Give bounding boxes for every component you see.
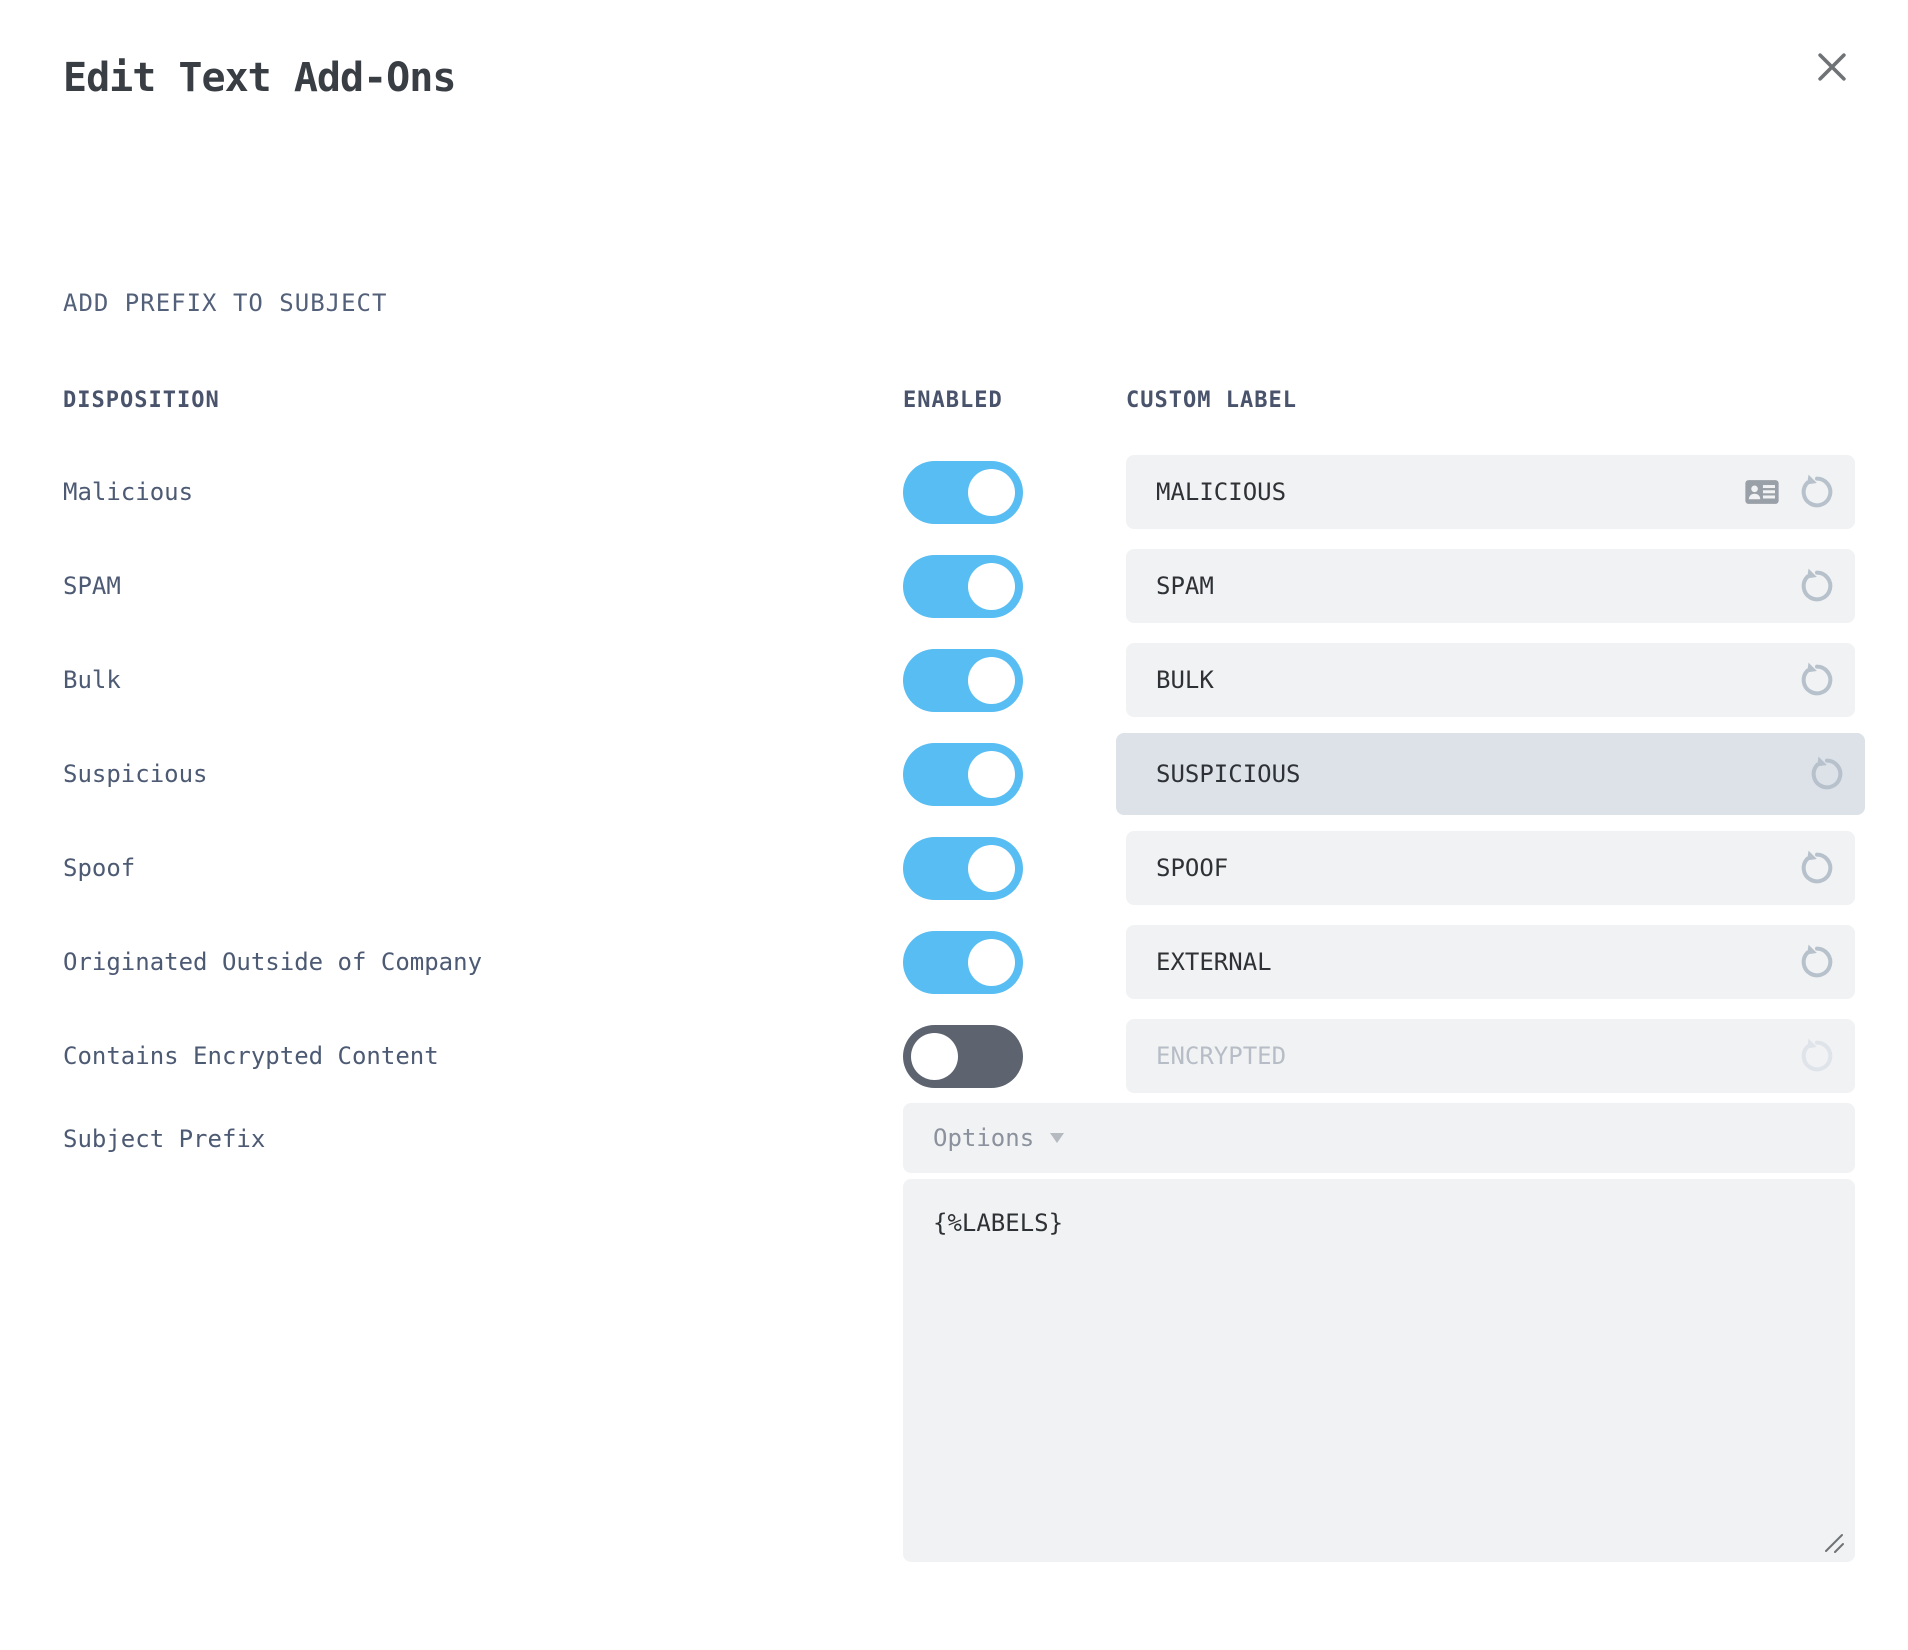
close-button[interactable] <box>1810 46 1854 90</box>
table-header: DISPOSITION ENABLED CUSTOM LABEL <box>63 388 1855 414</box>
subject-prefix-textarea-wrap: {%LABELS} <box>903 1179 1855 1562</box>
table-row: SPAM <box>63 539 1855 633</box>
subject-prefix-editor: Options {%LABELS} <box>903 1103 1855 1562</box>
disposition-label: SPAM <box>63 572 121 600</box>
subject-prefix-label: Subject Prefix <box>63 1125 266 1153</box>
custom-label-field <box>1126 925 1855 999</box>
toggle-knob <box>968 938 1015 986</box>
enabled-cell <box>903 836 1126 900</box>
field-icons <box>1797 925 1837 999</box>
undo-icon <box>1797 942 1837 982</box>
reset-button[interactable] <box>1797 566 1837 606</box>
column-header-custom-label: CUSTOM LABEL <box>1126 388 1297 413</box>
reset-button[interactable] <box>1797 942 1837 982</box>
field-icons <box>1797 549 1837 623</box>
table-row: Suspicious <box>63 727 1865 821</box>
disposition-label: Bulk <box>63 666 121 694</box>
contact-card-icon[interactable] <box>1743 473 1781 511</box>
undo-icon <box>1797 660 1837 700</box>
enabled-toggle[interactable] <box>903 648 1023 712</box>
custom-label-input[interactable] <box>1126 478 1855 506</box>
toggle-knob <box>968 468 1015 516</box>
enabled-toggle[interactable] <box>903 930 1023 994</box>
field-icons <box>1743 455 1837 529</box>
table-row: Contains Encrypted Content <box>63 1009 1855 1103</box>
enabled-cell <box>903 554 1126 618</box>
disposition-label: Malicious <box>63 478 194 506</box>
field-icons <box>1797 643 1837 717</box>
column-header-disposition: DISPOSITION <box>63 388 220 413</box>
section-label: ADD PREFIX TO SUBJECT <box>63 289 388 317</box>
enabled-toggle[interactable] <box>903 460 1023 524</box>
page-title: Edit Text Add-Ons <box>63 55 456 101</box>
custom-label-input[interactable] <box>1126 948 1855 976</box>
toggle-knob <box>911 1032 958 1080</box>
enabled-cell <box>903 1024 1126 1088</box>
toggle-knob <box>968 750 1015 798</box>
reset-button[interactable] <box>1797 848 1837 888</box>
options-dropdown[interactable]: Options <box>903 1103 1855 1173</box>
chevron-down-icon <box>1050 1133 1065 1143</box>
disposition-rows: Malicious <box>63 445 1865 1103</box>
disposition-label: Contains Encrypted Content <box>63 1042 439 1070</box>
undo-icon <box>1797 848 1837 888</box>
table-row: Spoof <box>63 821 1855 915</box>
table-row: Malicious <box>63 445 1855 539</box>
reset-button[interactable] <box>1797 660 1837 700</box>
enabled-toggle[interactable] <box>903 742 1023 806</box>
custom-label-field <box>1126 1019 1855 1093</box>
undo-icon <box>1797 1036 1837 1076</box>
reset-button[interactable] <box>1797 1036 1837 1076</box>
toggle-knob <box>968 844 1015 892</box>
enabled-cell <box>903 930 1126 994</box>
table-row: Originated Outside of Company <box>63 915 1855 1009</box>
disposition-label: Spoof <box>63 854 136 882</box>
custom-label-input[interactable] <box>1126 760 1865 788</box>
subject-prefix-row: Subject Prefix Options {%LABELS} <box>63 1103 1855 1562</box>
custom-label-input[interactable] <box>1126 572 1855 600</box>
column-header-enabled: ENABLED <box>903 388 1003 413</box>
undo-icon <box>1797 566 1837 606</box>
undo-icon <box>1797 472 1837 512</box>
custom-label-input[interactable] <box>1126 1042 1855 1070</box>
toggle-knob <box>968 656 1015 704</box>
table-row: Bulk <box>63 633 1855 727</box>
field-icons <box>1807 733 1847 815</box>
custom-label-field <box>1116 733 1865 815</box>
custom-label-field <box>1126 549 1855 623</box>
undo-icon <box>1807 754 1847 794</box>
toggle-knob <box>968 562 1015 610</box>
reset-button[interactable] <box>1797 472 1837 512</box>
options-dropdown-label: Options <box>933 1124 1035 1152</box>
field-icons <box>1797 1019 1837 1093</box>
custom-label-field <box>1126 831 1855 905</box>
custom-label-input[interactable] <box>1126 854 1855 882</box>
field-icons <box>1797 831 1837 905</box>
custom-label-field <box>1126 455 1855 529</box>
custom-label-input[interactable] <box>1126 666 1855 694</box>
enabled-toggle[interactable] <box>903 836 1023 900</box>
disposition-label: Originated Outside of Company <box>63 948 483 976</box>
enabled-cell <box>903 460 1126 524</box>
close-icon <box>1813 48 1851 89</box>
custom-label-field <box>1126 643 1855 717</box>
enabled-cell <box>903 742 1126 806</box>
subject-prefix-textarea[interactable]: {%LABELS} <box>903 1179 1855 1562</box>
enabled-toggle[interactable] <box>903 1024 1023 1088</box>
enabled-cell <box>903 648 1126 712</box>
resize-handle-icon[interactable] <box>1823 1532 1845 1554</box>
enabled-toggle[interactable] <box>903 554 1023 618</box>
reset-button[interactable] <box>1807 754 1847 794</box>
disposition-label: Suspicious <box>63 760 208 788</box>
